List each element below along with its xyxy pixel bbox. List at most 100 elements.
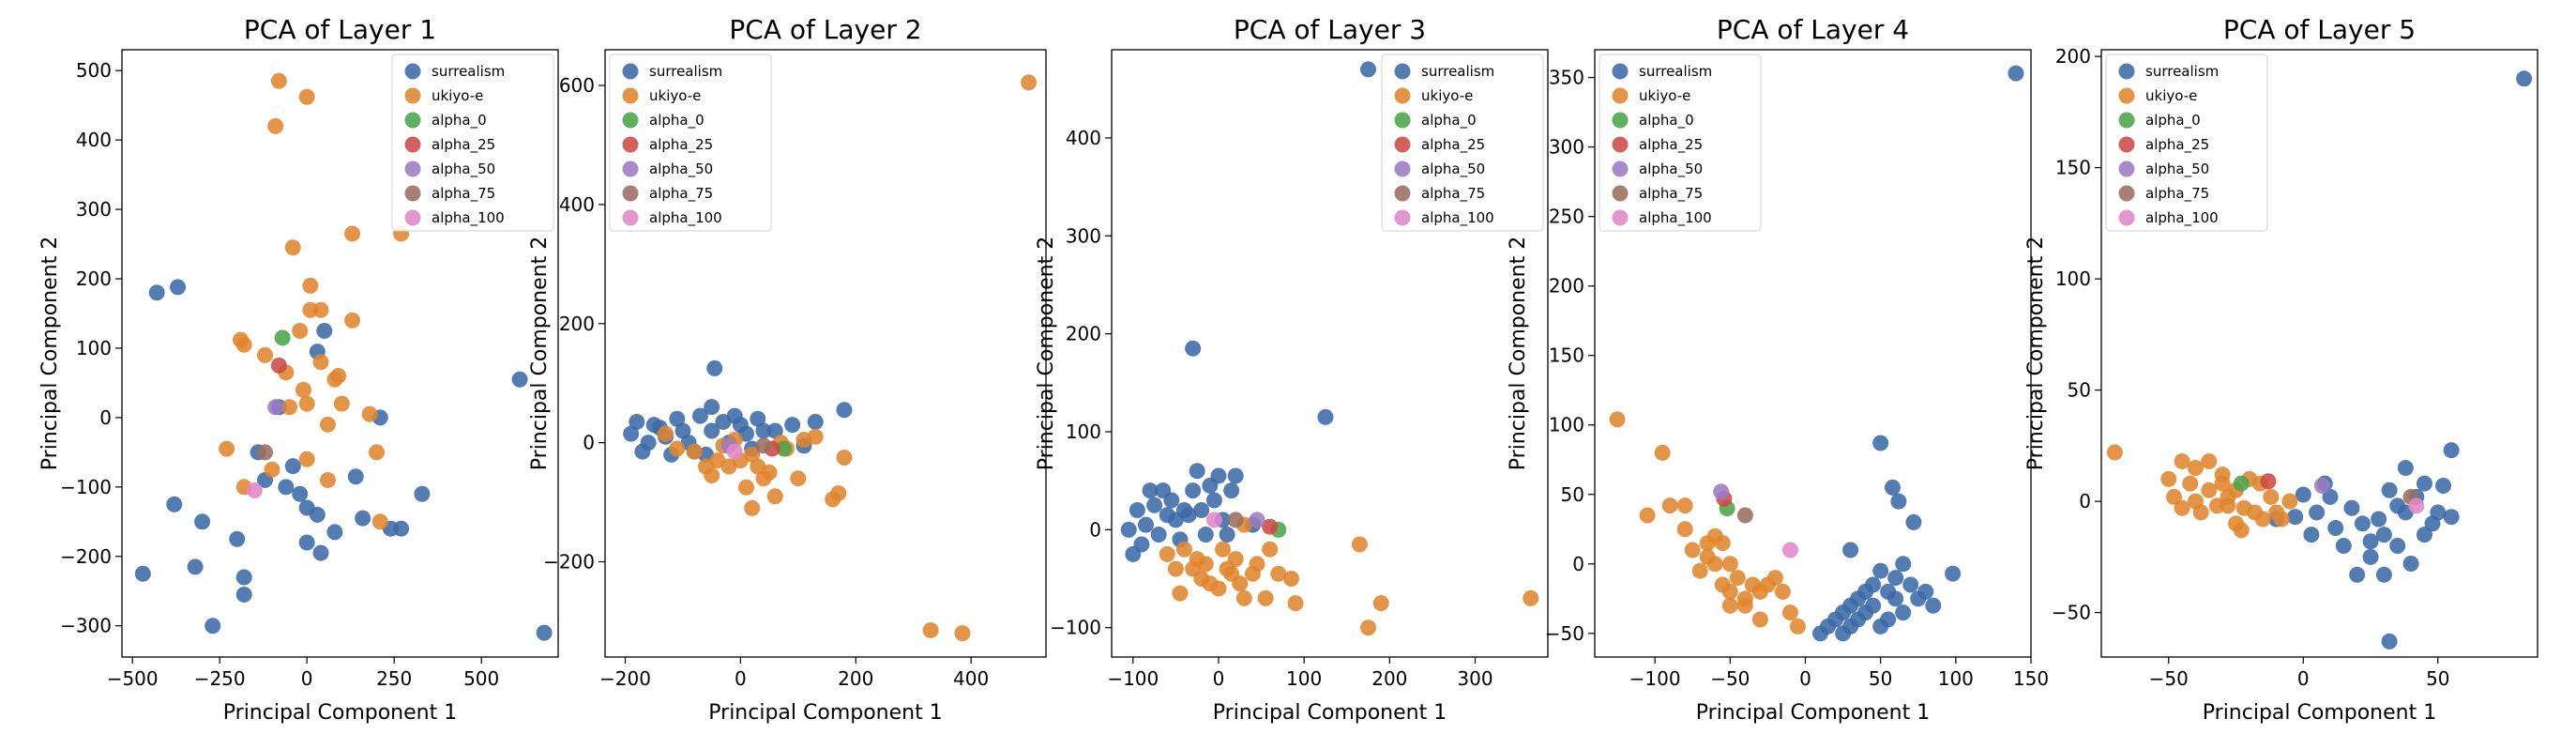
scatter-point-surrealism	[1925, 597, 1942, 614]
legend-label-alpha-50: alpha_50	[432, 161, 495, 178]
chart-title: PCA of Layer 4	[1717, 14, 1909, 45]
scatter-points	[134, 72, 553, 641]
legend-label-alpha-50: alpha_50	[1639, 161, 1703, 178]
x-tick-label: 0	[301, 667, 313, 690]
scatter-point-surrealism	[235, 586, 252, 603]
scatter-point-ukiyo-e	[2174, 452, 2190, 469]
scatter-point-surrealism	[755, 422, 772, 439]
scatter-point-ukiyo-e	[2233, 522, 2250, 539]
y-tick-label: 150	[2055, 157, 2091, 179]
scatter-point-ukiyo-e	[2106, 444, 2123, 461]
scatter-point-surrealism	[278, 479, 295, 496]
scatter-point-surrealism	[2416, 527, 2432, 543]
chart-panel-4: PCA of Layer 4 −100 −50 0 50 100 150 −50 0 50 100 1…	[1507, 14, 2049, 725]
scatter-point-surrealism	[750, 410, 766, 427]
scatter-point-ukiyo-e	[1210, 580, 1227, 597]
legend-label-alpha-0: alpha_0	[1421, 112, 1477, 130]
y-tick-label: 50	[2068, 379, 2091, 402]
scatter-point-surrealism	[2443, 442, 2460, 459]
x-tick-label: 200	[838, 667, 873, 690]
scatter-point-ukiyo-e	[1691, 562, 1708, 579]
scatter-point-surrealism	[2371, 511, 2387, 528]
legend-label-surrealism: surrealism	[1639, 63, 1712, 80]
scatter-point-alpha-75	[1227, 512, 1244, 528]
scatter-point-surrealism	[511, 371, 528, 388]
y-axis-label: Principal Component 2	[2024, 237, 2048, 470]
scatter-point-surrealism	[640, 435, 657, 451]
x-tick-label: 50	[2426, 667, 2449, 690]
legend-marker-alpha-0	[1394, 112, 1411, 129]
y-tick-label: −200	[543, 551, 595, 573]
legend: surrealism ukiyo-e alpha_0 alpha_25 alpha_50…	[1381, 54, 1544, 232]
scatter-point-ukiyo-e	[302, 277, 319, 294]
chart-panel-2: PCA of Layer 2 −200 0 200 400 −200 0 200 400 600 P…	[528, 14, 1047, 725]
scatter-point-surrealism	[298, 534, 315, 551]
legend-label-alpha-25: alpha_25	[1421, 136, 1485, 154]
scatter-point-surrealism	[229, 530, 246, 547]
scatter-point-surrealism	[1887, 590, 1904, 607]
legend-label-alpha-25: alpha_25	[649, 136, 713, 154]
scatter-point-surrealism	[414, 485, 431, 502]
scatter-point-surrealism	[1193, 501, 1210, 518]
scatter-point-surrealism	[1227, 467, 1244, 484]
scatter-point-alpha-50	[2313, 478, 2330, 495]
scatter-point-surrealism	[312, 544, 329, 561]
legend-label-alpha-25: alpha_25	[432, 136, 495, 154]
legend-label-ukiyo-e: ukiyo-e	[1421, 87, 1473, 104]
x-tick-label: −50	[2149, 667, 2189, 690]
y-tick-label: 500	[76, 59, 112, 82]
scatter-point-alpha-75	[1736, 507, 1753, 524]
scatter-point-ukiyo-e	[1721, 583, 1738, 600]
legend-label-alpha-100: alpha_100	[1421, 209, 1494, 227]
legend-label-alpha-100: alpha_100	[649, 209, 722, 227]
y-tick-label: 200	[76, 268, 112, 290]
scatter-point-ukiyo-e	[669, 440, 686, 457]
scatter-point-alpha-0	[274, 329, 291, 346]
scatter-point-surrealism	[1205, 492, 1222, 509]
scatter-point-ukiyo-e	[1654, 444, 1671, 461]
x-axis-label: Principal Component 1	[223, 701, 457, 725]
legend-marker-ukiyo-e	[622, 87, 639, 104]
legend-box	[1381, 54, 1544, 232]
scatter-point-ukiyo-e	[2214, 466, 2231, 483]
legend-marker-ukiyo-e	[1612, 87, 1629, 104]
legend-marker-alpha-100	[1394, 209, 1411, 226]
scatter-point-ukiyo-e	[836, 450, 853, 466]
scatter-point-ukiyo-e	[704, 467, 720, 484]
y-tick-label: 300	[1549, 136, 1584, 159]
legend: surrealism ukiyo-e alpha_0 alpha_25 alpha_50…	[609, 54, 772, 232]
x-tick-label: 0	[1213, 667, 1225, 690]
scatter-point-ukiyo-e	[761, 464, 778, 481]
legend-marker-ukiyo-e	[1394, 87, 1411, 104]
chart-panel-1: PCA of Layer 1 −500 −250 0 250 500 −300 −200 −10…	[38, 14, 559, 725]
legend-label-alpha-75: alpha_75	[2145, 185, 2209, 203]
scatter-point-ukiyo-e	[298, 88, 315, 105]
plot-frame	[121, 49, 559, 658]
scatter-point-ukiyo-e	[2192, 504, 2209, 521]
legend-box	[391, 54, 554, 232]
x-tick-label: 50	[1869, 667, 1892, 690]
scatter-point-ukiyo-e	[2254, 511, 2271, 528]
scatter-point-surrealism	[629, 413, 645, 430]
scatter-point-alpha-0	[775, 440, 792, 457]
scatter-point-surrealism	[1185, 482, 1202, 499]
scatter-point-surrealism	[2381, 482, 2398, 498]
scatter-point-surrealism	[1895, 556, 1912, 573]
y-tick-label: 100	[1549, 414, 1584, 436]
scatter-point-surrealism	[1317, 408, 1334, 425]
scatter-point-ukiyo-e	[267, 117, 284, 134]
y-tick-label: 100	[1066, 421, 1101, 443]
y-tick-label: 0	[2079, 490, 2091, 512]
scatter-point-surrealism	[2430, 504, 2447, 521]
legend-marker-alpha-25	[2118, 136, 2135, 153]
scatter-point-surrealism	[1163, 492, 1180, 509]
scatter-point-ukiyo-e	[2166, 488, 2182, 505]
legend-label-alpha-100: alpha_100	[2145, 209, 2219, 227]
scatter-point-ukiyo-e	[284, 239, 301, 256]
scatter-point-surrealism	[2309, 504, 2326, 521]
legend-marker-surrealism	[404, 63, 421, 80]
scatter-point-alpha-100	[2408, 497, 2425, 514]
scatter-point-ukiyo-e	[1661, 497, 1678, 514]
scatter-point-surrealism	[669, 410, 686, 427]
